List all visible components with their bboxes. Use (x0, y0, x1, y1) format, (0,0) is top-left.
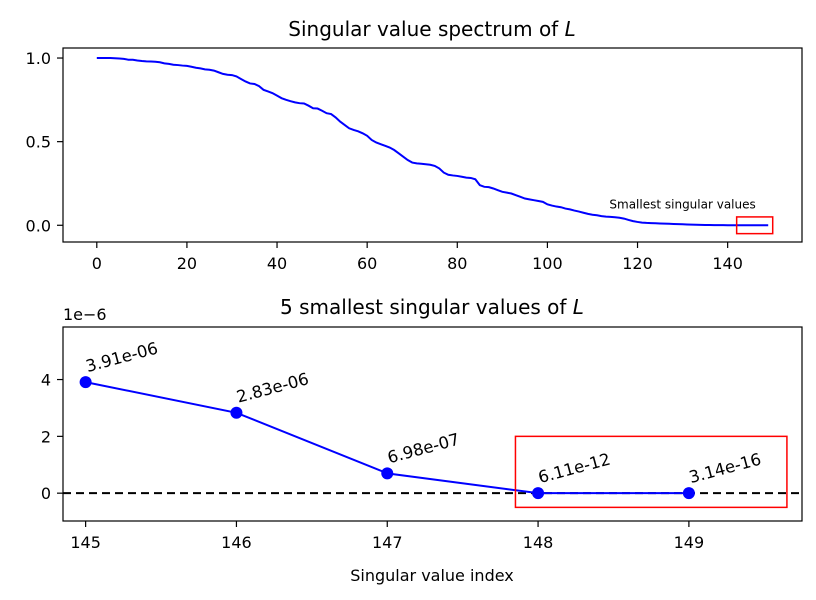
bottom-value-label: 6.98e-07 (385, 430, 461, 467)
bottom-value-label: 6.11e-12 (536, 450, 612, 487)
bottom-value-label: 3.91e-06 (84, 339, 160, 376)
top-title: Singular value spectrum of L (288, 17, 575, 41)
bottom-value-label: 3.14e-16 (687, 450, 763, 487)
top-y-tick-label: 0.0 (26, 216, 51, 235)
top-x-tick-label: 0 (92, 254, 102, 273)
bottom-x-tick-label: 145 (70, 533, 101, 552)
top-highlight-box (735, 216, 774, 235)
bottom-x-tick-label: 148 (523, 533, 554, 552)
bottom-x-tick-label: 149 (674, 533, 705, 552)
bottom-x-tick-label: 146 (221, 533, 252, 552)
top-title-prefix: Singular value spectrum of (288, 17, 564, 41)
bottom-y-tick-label: 2 (41, 427, 51, 446)
top-title-variable: L (565, 17, 576, 41)
bottom-y-tick-label: 4 (41, 371, 51, 390)
bottom-data-point (532, 487, 545, 500)
top-y-tick-label: 0.5 (26, 133, 51, 152)
bottom-title: 5 smallest singular values of L (280, 295, 584, 319)
bottom-axes-frame (62, 326, 803, 522)
top-spectrum-line (96, 57, 769, 227)
bottom-title-prefix: 5 smallest singular values of (280, 295, 573, 319)
top-x-tick-label: 20 (177, 254, 197, 273)
top-annotation: Smallest singular values (609, 198, 755, 212)
bottom-highlight-box (514, 435, 788, 509)
bottom-data-point (682, 487, 695, 500)
top-x-tick-label: 100 (532, 254, 563, 273)
bottom-x-tick-label: 147 (372, 533, 403, 552)
top-ticks: 0 20 40 60 80 100 120 140 0.0 0.5 1.0 (26, 49, 743, 273)
bottom-points (79, 376, 695, 500)
top-x-tick-label: 120 (622, 254, 653, 273)
bottom-y-tick-label: 0 (41, 484, 51, 503)
bottom-x-axis-label: Singular value index (350, 566, 514, 585)
bottom-title-variable: L (573, 295, 584, 319)
bottom-value-label: 2.83e-06 (235, 369, 311, 406)
top-x-tick-label: 40 (267, 254, 287, 273)
bottom-y-offset-label: 1e−6 (63, 305, 107, 324)
bottom-data-point (381, 467, 394, 480)
bottom-subplot: 5 smallest singular values of L 1e−6 145… (41, 295, 803, 585)
top-axes-frame (62, 47, 803, 243)
bottom-ticks: 145 146 147 148 149 0 2 4 (41, 371, 704, 552)
top-y-tick-label: 1.0 (26, 49, 51, 68)
bottom-value-labels: 3.91e-06 2.83e-06 6.98e-07 6.11e-12 3.14e-16 (84, 339, 764, 488)
top-x-tick-label: 140 (712, 254, 743, 273)
bottom-data-point (79, 376, 92, 389)
top-x-tick-label: 80 (447, 254, 467, 273)
bottom-data-point (230, 406, 243, 419)
top-subplot: Singular value spectrum of L 0 20 40 60 80 10… (26, 17, 803, 273)
top-x-tick-label: 60 (357, 254, 377, 273)
